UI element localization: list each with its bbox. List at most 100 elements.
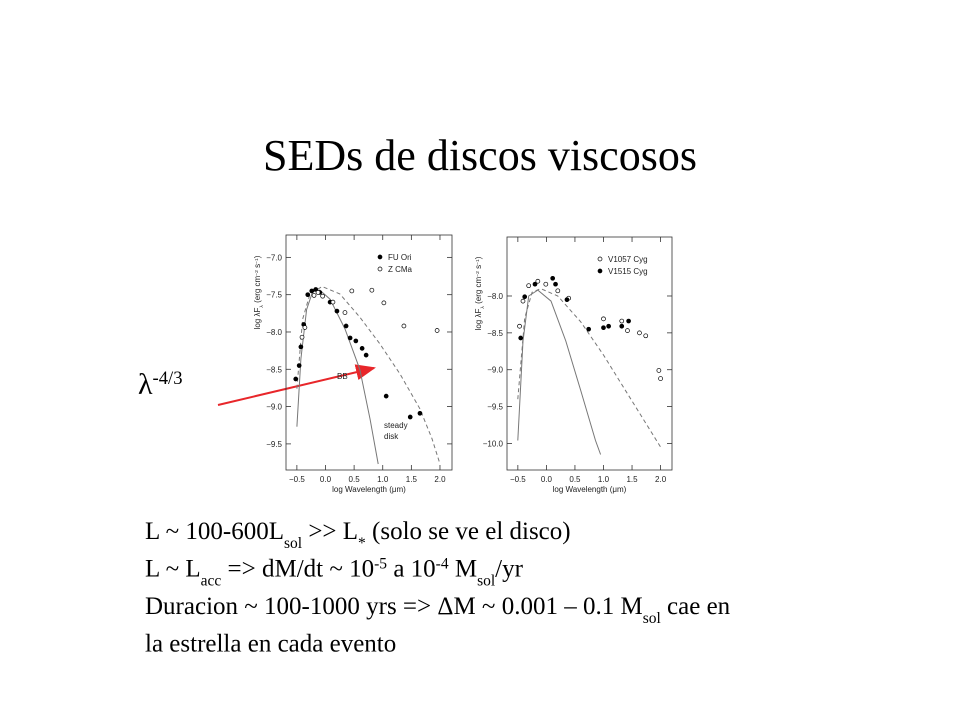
text-run: log λF <box>253 308 262 330</box>
legend-label: Z CMa <box>388 265 413 274</box>
curve-label: steady <box>384 421 408 430</box>
chart: −0.5 0.0 0.5 1.0 1.5 2.0 −8.0 −8.5 −9.0 −9.5 −10.0… <box>474 236 673 494</box>
data-point <box>434 328 440 333</box>
text-run: acc <box>201 572 222 589</box>
text-run: sol <box>477 572 495 589</box>
data-point <box>369 287 375 293</box>
text-run: λ <box>480 306 486 309</box>
x-tick-label: 0.0 <box>541 475 553 484</box>
text-run: >> L <box>302 518 358 545</box>
model-curve <box>296 285 441 465</box>
legend-marker <box>597 256 603 262</box>
curve-label: disk <box>384 432 399 441</box>
text-run: (erg cm <box>474 276 483 306</box>
y-axis-label: log λFλ (erg cm−2 s−1) <box>253 255 265 329</box>
x-tick-label: 0.0 <box>320 475 332 484</box>
model-curve <box>517 288 662 448</box>
bullet-line: la estrella en cada evento <box>145 631 396 658</box>
legend-label: V1515 Cyg <box>608 267 648 276</box>
legend-label: V1057 Cyg <box>608 255 648 264</box>
text-run: λ <box>138 368 153 401</box>
data-point <box>601 316 606 322</box>
y-axis-label: log λFλ (erg cm−2 s−1) <box>474 256 486 330</box>
bullet-line: L ~ 100-600Lsol >> L* (solo se ve el dis… <box>145 518 571 552</box>
text-run: -4 <box>436 555 449 572</box>
text-run: s <box>253 264 262 270</box>
bullet-line: L ~ Lacc => dM/dt ~ 10-5 a 10-4 Msol/yr <box>145 555 524 589</box>
data-point <box>601 325 606 331</box>
data-point <box>359 346 365 351</box>
data-point <box>363 352 369 358</box>
text-run: L ~ 100-600L <box>145 518 284 545</box>
x-tick-label: −0.5 <box>289 475 305 484</box>
annotation: λ-4/3 <box>138 368 183 402</box>
text-run: −2 <box>254 270 260 276</box>
data-point <box>407 414 413 420</box>
text-run: a 10 <box>387 556 436 583</box>
data-point <box>543 281 549 287</box>
data-point <box>309 288 315 294</box>
text-run: sol <box>643 610 661 627</box>
x-axis-label: log Wavelength (μm) <box>553 485 627 494</box>
x-tick-label: 0.5 <box>569 475 581 484</box>
data-point <box>518 335 524 341</box>
data-point <box>383 393 389 399</box>
text-run: -5 <box>374 555 387 572</box>
data-point <box>296 363 302 368</box>
text-run: −2 <box>475 271 481 277</box>
y-tick-label: −9.5 <box>266 440 282 449</box>
text-run: log λF <box>474 309 483 331</box>
text-run: cae en <box>661 593 731 620</box>
x-tick-label: 1.0 <box>377 475 389 484</box>
data-point <box>553 281 558 287</box>
legend-marker <box>377 266 383 272</box>
data-point <box>643 333 649 339</box>
text-run: −1 <box>254 258 260 264</box>
data-point <box>302 325 308 330</box>
text-run: -4/3 <box>153 368 183 389</box>
text-run: ) <box>253 255 262 258</box>
data-point <box>353 338 359 344</box>
y-tick-label: −8.0 <box>266 328 282 337</box>
data-point <box>656 368 662 373</box>
plot-frame <box>285 234 453 471</box>
charts: −0.5 0.0 0.5 1.0 1.5 2.0−7.0−7.5−8.0−8.5−9.0−… <box>253 234 673 494</box>
data-point <box>311 293 317 298</box>
y-tick-label: −9.5 <box>487 403 503 412</box>
x-tick-label: 1.5 <box>626 475 638 484</box>
text-run: (erg cm <box>253 275 262 305</box>
text-run: L ~ L <box>145 556 201 583</box>
data-point <box>626 318 631 324</box>
text-run: /yr <box>495 556 523 583</box>
data-point <box>381 300 387 306</box>
x-tick-label: 0.5 <box>349 475 361 484</box>
data-point <box>658 376 663 381</box>
data-point <box>555 288 561 294</box>
data-point <box>330 299 336 305</box>
x-tick-label: 2.0 <box>434 475 446 484</box>
data-point <box>298 344 304 350</box>
y-tick-label: −7.5 <box>266 291 282 300</box>
text-run: Duracion ~ 100-1000 yrs => ΔM ~ 0.001 – … <box>145 593 643 620</box>
data-point <box>526 283 532 289</box>
y-tick-label: −9.0 <box>487 366 503 375</box>
x-tick-label: 1.5 <box>406 475 418 484</box>
text-run: => dM/dt ~ 10 <box>221 556 374 583</box>
slide-title: SEDs de discos viscosos <box>263 131 697 180</box>
bullet-line: Duracion ~ 100-1000 yrs => ΔM ~ 0.001 – … <box>145 593 731 627</box>
x-tick-label: 2.0 <box>655 475 667 484</box>
model-curve <box>296 289 379 465</box>
data-point <box>343 323 349 329</box>
data-point <box>401 323 407 329</box>
data-point <box>619 318 625 324</box>
y-tick-label: −8.5 <box>266 365 282 374</box>
y-tick-label: −10.0 <box>483 439 504 448</box>
text-run: ) <box>474 256 483 259</box>
data-point <box>347 335 353 341</box>
data-point <box>313 287 319 292</box>
text-run: M <box>449 556 477 583</box>
data-point <box>535 278 541 284</box>
data-point <box>606 323 611 329</box>
model-curve <box>517 289 602 455</box>
